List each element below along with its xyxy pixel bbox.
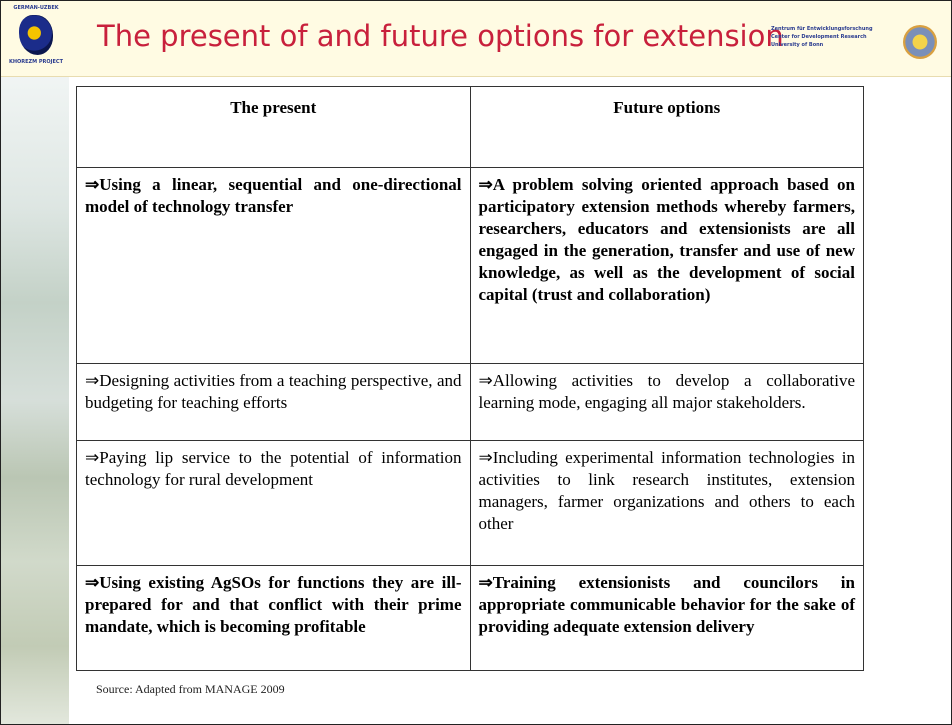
logo-text: Zentrum für Entwicklungsforschung [771, 26, 873, 32]
logo-text: KHOREZM PROJECT [8, 59, 64, 65]
background-photo [1, 76, 69, 724]
table-cell: ⇒Allowing activities to develop a collab… [469, 363, 864, 441]
column-header: Future options [469, 86, 864, 168]
table-cell: ⇒Designing activities from a teaching pe… [76, 363, 471, 441]
logo-emblem [19, 15, 53, 55]
title-bar: GERMAN-UZBEK KHOREZM PROJECT The present… [1, 1, 951, 77]
table-row: ⇒Paying lip service to the potential of … [76, 440, 864, 566]
logo-text: Center for Development Research [771, 34, 867, 40]
table-row: ⇒Using a linear, sequential and one-dire… [76, 167, 864, 364]
logo-globe [903, 25, 937, 59]
table-cell: ⇒A problem solving oriented approach bas… [469, 167, 864, 364]
table-cell: ⇒Using a linear, sequential and one-dire… [76, 167, 471, 364]
source-note: Source: Adapted from MANAGE 2009 [96, 682, 285, 696]
table-row: ⇒Designing activities from a teaching pe… [76, 363, 864, 441]
column-header: The present [76, 86, 471, 168]
project-logo: GERMAN-UZBEK KHOREZM PROJECT [5, 5, 67, 69]
table-cell: ⇒Training extensionists and councilors i… [469, 565, 864, 671]
zef-logo: Zentrum für Entwicklungsforschung Center… [771, 25, 941, 65]
table-cell: ⇒Paying lip service to the potential of … [76, 440, 471, 566]
table-cell: ⇒Including experimental information tech… [469, 440, 864, 566]
header-row: The present Future options [76, 86, 864, 168]
comparison-table: The present Future options ⇒Using a linear… [76, 86, 864, 671]
table-cell: ⇒Using existing AgSOs for functions they… [76, 565, 471, 671]
logo-text: GERMAN-UZBEK [13, 5, 59, 11]
logo-text: University of Bonn [771, 42, 824, 48]
table-row: ⇒Using existing AgSOs for functions they… [76, 565, 864, 671]
slide-title: The present of and future options for ex… [97, 19, 784, 53]
